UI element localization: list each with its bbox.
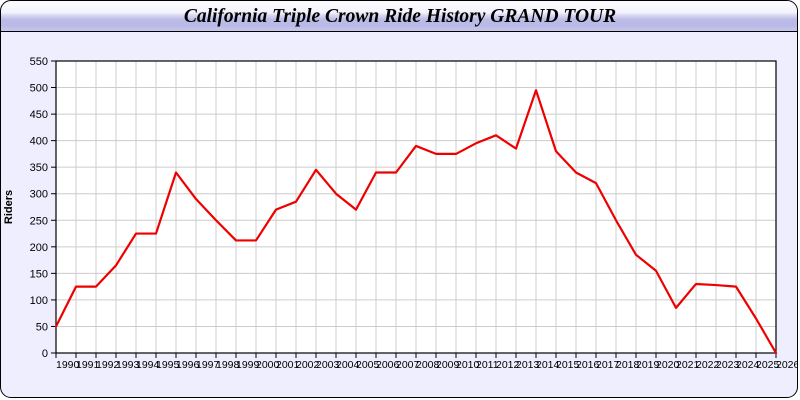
svg-text:0: 0 [42,348,48,360]
svg-text:50: 50 [36,321,48,333]
svg-text:400: 400 [30,136,48,148]
svg-text:550: 550 [30,56,48,68]
svg-text:2026: 2026 [776,359,798,371]
svg-text:300: 300 [30,189,48,201]
svg-text:500: 500 [30,83,48,95]
svg-text:100: 100 [30,295,48,307]
svg-text:200: 200 [30,242,48,254]
svg-text:150: 150 [30,268,48,280]
svg-text:450: 450 [30,109,48,121]
svg-text:350: 350 [30,162,48,174]
svg-text:250: 250 [30,215,48,227]
